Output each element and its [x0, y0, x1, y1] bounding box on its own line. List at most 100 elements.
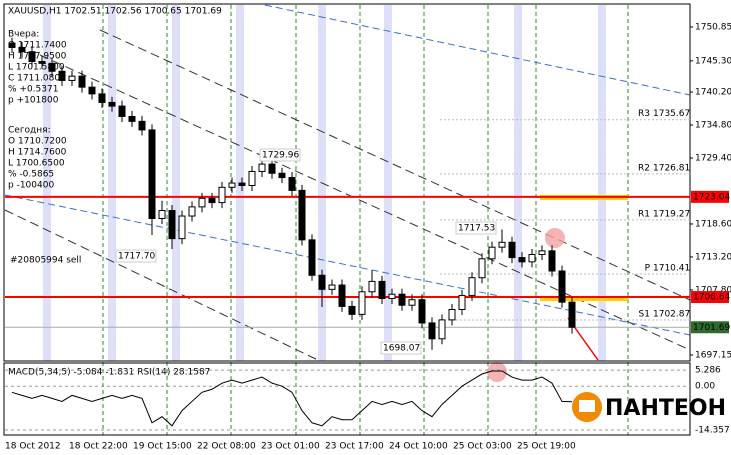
- info-line: L 1700.6500: [8, 159, 65, 169]
- y-tick-label: 1740.20: [695, 88, 731, 98]
- candle-body: [248, 170, 256, 186]
- x-tick-label: 18 Oct 2012: [5, 442, 61, 452]
- pivot-name: R1: [638, 209, 650, 219]
- info-line: H 1714.7600: [8, 148, 67, 158]
- x-tick-label: 25 Oct 19:00: [517, 442, 576, 452]
- highlight-bar: [540, 296, 628, 301]
- candle-body: [538, 250, 546, 256]
- price-note: 1698.07: [383, 344, 420, 354]
- candle-body: [178, 215, 186, 240]
- candle-body: [408, 299, 416, 306]
- price-tag: [691, 291, 729, 304]
- logo-text: ПАНТЕОН: [605, 396, 726, 421]
- highlight: [487, 362, 507, 382]
- highlight: [545, 228, 565, 248]
- candle-body: [198, 197, 206, 208]
- candle-body: [488, 246, 496, 260]
- x-tick-label: 19 Oct 15:00: [133, 442, 192, 452]
- candle-body: [308, 239, 316, 276]
- price-tag-label: 1706.64: [693, 293, 730, 303]
- y-tick-label: 1734.80: [695, 121, 731, 131]
- x-tick-label: 22 Oct 08:00: [197, 442, 256, 452]
- candle-body: [158, 210, 166, 219]
- candle-body: [298, 189, 306, 241]
- candle-body: [188, 206, 196, 217]
- candle-body: [208, 197, 216, 204]
- candle-body: [568, 301, 576, 328]
- candle-body: [438, 319, 446, 340]
- pivot-name: P: [645, 263, 651, 273]
- candle-body: [498, 241, 506, 248]
- y-tick-label: 5.286: [695, 366, 721, 376]
- candle-body: [548, 250, 556, 272]
- candle-body: [518, 257, 526, 263]
- candle-body: [328, 284, 336, 290]
- trend-lines: [4, 4, 691, 336]
- candle-body: [38, 60, 46, 64]
- indicator-label: MACD(5,34,5) -5.084 -1.831 RSI(14) 28.15…: [8, 368, 210, 378]
- chart-title: XAUUSD,H1 1702.51 1702.56 1700.65 1701.6…: [8, 7, 222, 17]
- main-panel: [3, 3, 691, 362]
- candle-body: [28, 51, 36, 62]
- candle-body: [138, 120, 146, 131]
- x-tick-label: 24 Oct 10:00: [389, 442, 448, 452]
- info-line: Вчера:: [8, 30, 39, 40]
- candle-body: [398, 293, 406, 306]
- y-tick-label: -14.357: [695, 425, 730, 435]
- candle-body: [558, 270, 566, 303]
- candle-body: [508, 241, 516, 259]
- candle-body: [168, 210, 176, 240]
- candle-body: [428, 322, 436, 340]
- candle-body: [458, 294, 466, 310]
- pivot-value: 1726.81: [653, 163, 690, 173]
- info-line: O 1711.7400: [8, 41, 67, 51]
- pivot-value: 1702.87: [653, 310, 690, 320]
- info-line: % -0.5865: [8, 170, 54, 180]
- candle-body: [288, 177, 296, 191]
- candle-body: [218, 186, 226, 204]
- info-line: % +0.5371: [8, 85, 58, 95]
- price-note: 1717.70: [118, 252, 155, 262]
- candle-body: [118, 105, 126, 117]
- candle-body: [278, 172, 286, 179]
- price-note-box: [380, 341, 422, 355]
- candle-body: [78, 75, 86, 88]
- logo: ПАНТЕОН: [572, 392, 726, 422]
- price-tag-label: 1723.04: [693, 192, 730, 202]
- x-tick-label: 18 Oct 22:00: [69, 442, 128, 452]
- info-line: O 1710.7200: [8, 137, 67, 147]
- pivot-name: R3: [638, 109, 650, 119]
- x-tick-label: 23 Oct 01:00: [261, 442, 320, 452]
- y-tick-label: 1707.80: [695, 285, 731, 295]
- candle-body: [68, 75, 76, 81]
- candle-body: [368, 280, 376, 293]
- candle-body: [228, 182, 236, 188]
- info-line: p +101800: [8, 96, 59, 106]
- y-tick-label: 1729.40: [695, 154, 731, 164]
- price-note: 1717.53: [458, 224, 495, 234]
- info-line: H 1717.9500: [8, 52, 67, 62]
- candle-body: [258, 163, 266, 172]
- candle-body: [18, 46, 26, 53]
- candle-body: [338, 284, 346, 307]
- pivot-value: 1719.27: [653, 209, 690, 219]
- candle-body: [238, 182, 246, 186]
- y-tick-label: 1713.20: [695, 252, 731, 262]
- candle-body: [8, 42, 16, 48]
- price-note-box: [259, 148, 301, 162]
- y-tick-label: 1745.30: [695, 56, 731, 66]
- candle-body: [448, 308, 456, 321]
- price-note-box: [455, 221, 497, 235]
- candle-body: [348, 305, 356, 315]
- pivot-value: 1735.67: [653, 109, 690, 119]
- candle-body: [478, 258, 486, 279]
- candle-body: [358, 291, 366, 315]
- price-tag: [691, 321, 729, 334]
- indicator-panel: [3, 362, 691, 436]
- price-note-box: [115, 249, 157, 263]
- candle-body: [528, 254, 536, 263]
- info-line: p -100400: [8, 181, 54, 191]
- price-note: 1729.96: [262, 151, 299, 161]
